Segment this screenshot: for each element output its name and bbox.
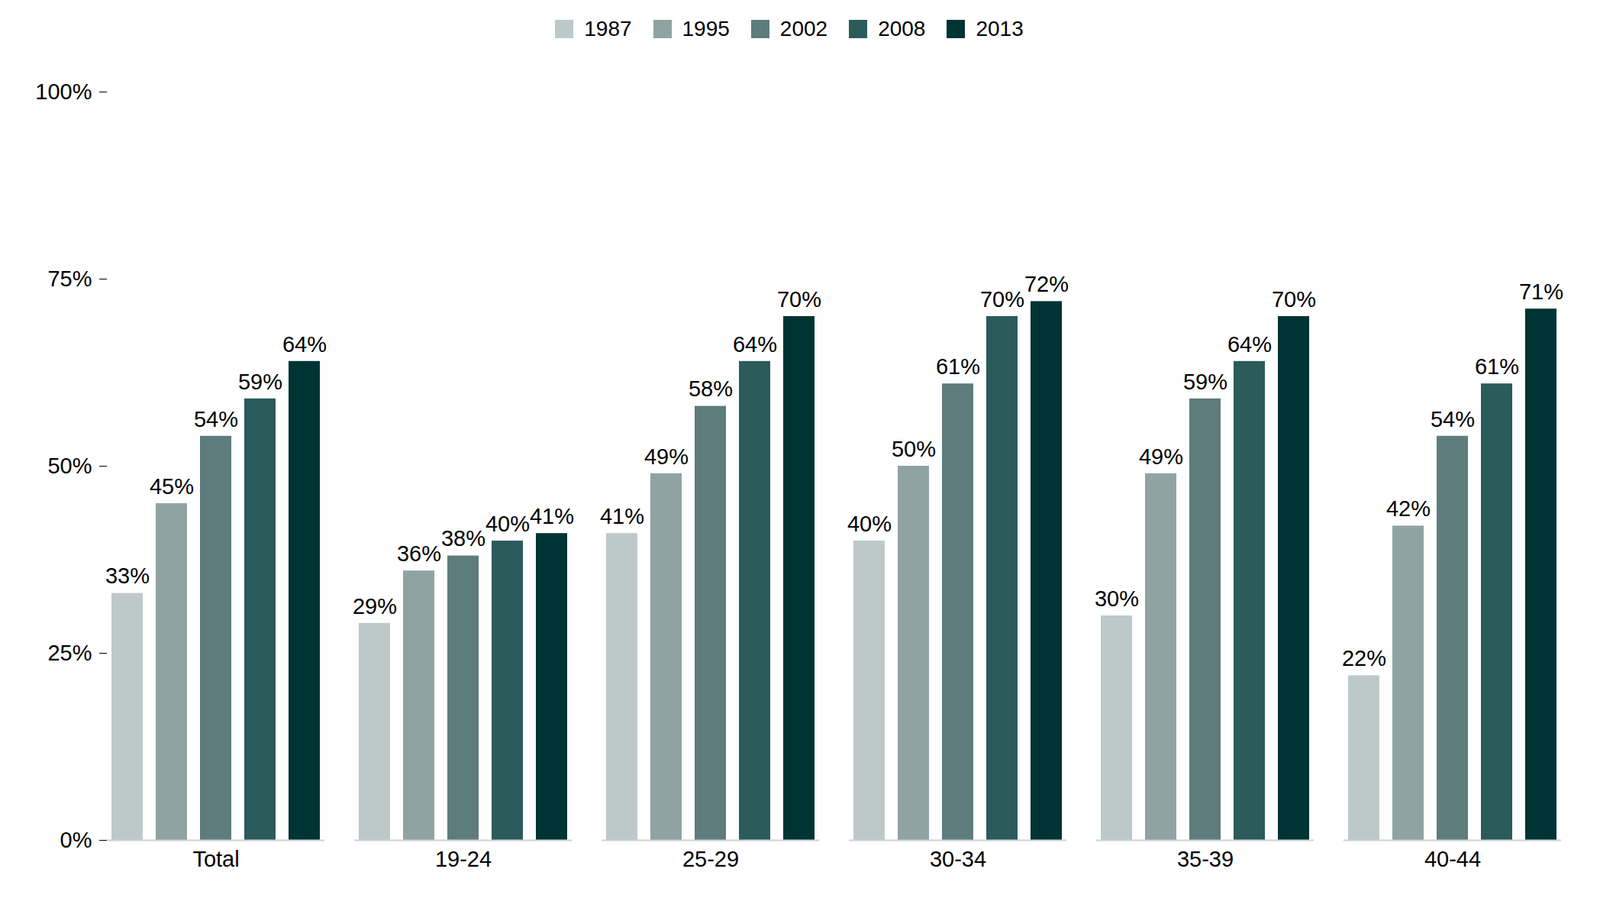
svg-text:41%: 41% [529, 503, 575, 529]
svg-text:19-24: 19-24 [435, 846, 492, 871]
svg-text:70%: 70% [777, 287, 822, 312]
svg-text:50%: 50% [891, 436, 936, 462]
html-text:1987: 1987 [584, 16, 632, 41]
svg-text:30-34: 30-34 [929, 846, 987, 871]
svg-text:70%: 70% [1271, 287, 1317, 312]
svg-text:100%: 100% [35, 79, 92, 104]
svg-text:25%: 25% [47, 640, 92, 665]
html-text:2008: 2008 [877, 16, 926, 41]
svg-text:49%: 49% [1138, 444, 1184, 469]
html-text:2013: 2013 [975, 16, 1024, 41]
svg-text:72%: 72% [1024, 271, 1069, 297]
svg-text:54%: 54% [193, 406, 239, 432]
svg-text:59%: 59% [1183, 369, 1228, 394]
svg-text:41%: 41% [600, 503, 645, 529]
svg-text:49%: 49% [644, 444, 689, 469]
svg-text:40%: 40% [485, 511, 530, 536]
svg-text:75%: 75% [47, 266, 92, 291]
svg-text:0%: 0% [60, 827, 93, 852]
svg-text:70%: 70% [980, 287, 1025, 312]
svg-text:42%: 42% [1386, 496, 1431, 521]
html-text:2002: 2002 [780, 16, 828, 41]
svg-text:61%: 61% [1474, 354, 1520, 379]
svg-text:61%: 61% [935, 354, 981, 379]
svg-text:45%: 45% [149, 474, 194, 499]
svg-text:58%: 58% [688, 376, 733, 401]
svg-text:64%: 64% [1227, 332, 1272, 357]
svg-text:22%: 22% [1341, 645, 1387, 671]
svg-text:35-39: 35-39 [1177, 846, 1234, 871]
svg-text:64%: 64% [732, 332, 778, 357]
svg-text:50%: 50% [47, 453, 92, 478]
svg-text:59%: 59% [238, 369, 283, 394]
svg-text:71%: 71% [1519, 279, 1564, 304]
svg-text:Total: Total [192, 846, 239, 871]
svg-text:64%: 64% [282, 332, 327, 357]
svg-text:54%: 54% [1430, 406, 1475, 432]
svg-text:38%: 38% [441, 525, 486, 551]
svg-text:40-44: 40-44 [1424, 846, 1481, 871]
svg-text:25-29: 25-29 [682, 846, 739, 871]
svg-text:33%: 33% [105, 563, 150, 588]
svg-text:29%: 29% [352, 593, 397, 619]
svg-text:40%: 40% [847, 511, 892, 536]
svg-text:30%: 30% [1094, 586, 1139, 611]
html-text:1995: 1995 [682, 16, 730, 41]
svg-text:36%: 36% [396, 541, 442, 566]
